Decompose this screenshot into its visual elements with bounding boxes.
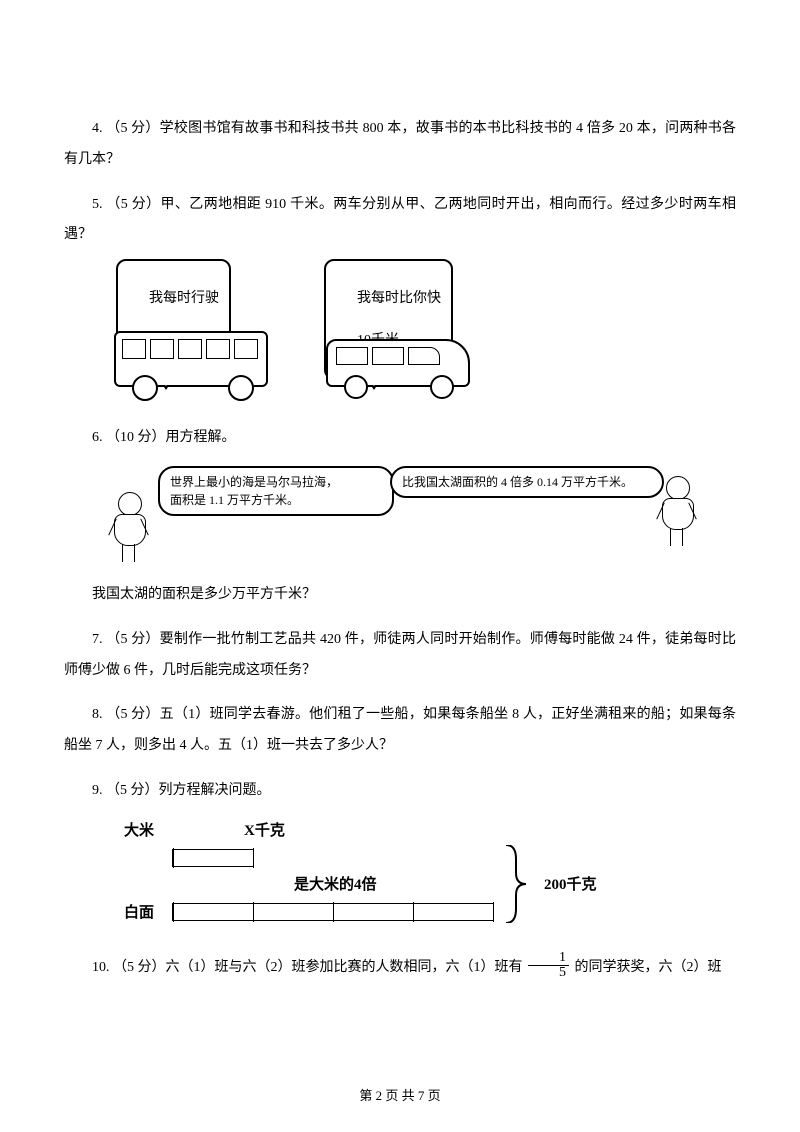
q4-text: 学校图书馆有故事书和科技书共 800 本，故事书的本书比科技书的 4 倍多 20… bbox=[64, 121, 736, 167]
rice-bar bbox=[172, 849, 254, 867]
question-7: 7. （5 分）要制作一批竹制工艺品共 420 件，师徒两人同时开始制作。师傅每… bbox=[64, 625, 736, 687]
q7-text: 要制作一批竹制工艺品共 420 件，师徒两人同时开始制作。师傅每时能做 24 件… bbox=[64, 632, 736, 678]
q10-prefix: 10. （5 分） bbox=[92, 960, 166, 975]
q5-prefix: 5. （5 分） bbox=[92, 197, 161, 212]
q8-prefix: 8. （5 分） bbox=[92, 707, 160, 722]
question-9: 9. （5 分）列方程解决问题。 bbox=[64, 776, 736, 807]
person-left-icon bbox=[104, 492, 154, 562]
question-8: 8. （5 分）五（1）班同学去春游。他们租了一些船，如果每条船坐 8 人，正好… bbox=[64, 700, 736, 762]
bus-wheel bbox=[132, 375, 158, 401]
q9-prefix: 9. （5 分） bbox=[92, 783, 159, 798]
total-label: 200千克 bbox=[544, 873, 597, 894]
brace-icon bbox=[502, 845, 532, 923]
q8-text: 五（1）班同学去春游。他们租了一些船，如果每条船坐 8 人，正好坐满租来的船；如… bbox=[64, 707, 736, 753]
van-wheel bbox=[344, 375, 368, 399]
q6-prefix: 6. （10 分） bbox=[92, 430, 166, 445]
q9-text: 列方程解决问题。 bbox=[159, 783, 271, 798]
bus-wheel bbox=[228, 375, 254, 401]
right-speech-bubble: 比我国太湖面积的 4 倍多 0.14 万平方千米。 bbox=[390, 466, 664, 498]
fraction-one-fifth: 15 bbox=[528, 951, 569, 980]
q6-left2: 面积是 1.1 万平方千米。 bbox=[170, 493, 299, 507]
rice-label: 大米 bbox=[124, 819, 154, 840]
page-content: 4. （5 分）学校图书馆有故事书和科技书共 800 本，故事书的本书比科技书的… bbox=[0, 0, 800, 1132]
q9-figure: X千克 大米 是大米的4倍 白面 200千克 bbox=[124, 819, 664, 939]
question-10: 10. （5 分）六（1）班与六（2）班参加比赛的人数相同，六（1）班有 15 … bbox=[64, 953, 736, 984]
bubble1-line1: 我每时行驶 bbox=[149, 291, 219, 306]
q6-text: 用方程解。 bbox=[166, 430, 236, 445]
q10-after: 的同学获奖，六（2）班 bbox=[571, 960, 722, 975]
q6-figure: 世界上最小的海是马尔马拉海， 面积是 1.1 万平方千米。 比我国太湖面积的 4… bbox=[104, 462, 704, 572]
q7-prefix: 7. （5 分） bbox=[92, 632, 160, 647]
left-speech-bubble: 世界上最小的海是马尔马拉海， 面积是 1.1 万平方千米。 bbox=[158, 466, 394, 516]
flour-label: 白面 bbox=[124, 901, 154, 922]
q10-before: 六（1）班与六（2）班参加比赛的人数相同，六（1）班有 bbox=[166, 960, 527, 975]
question-4: 4. （5 分）学校图书馆有故事书和科技书共 800 本，故事书的本书比科技书的… bbox=[64, 114, 736, 176]
q5-text: 甲、乙两地相距 910 千米。两车分别从甲、乙两地同时开出，相向而行。经过多少时… bbox=[64, 197, 736, 243]
q6-left1: 世界上最小的海是马尔马拉海， bbox=[170, 475, 338, 489]
fraction-numerator: 1 bbox=[528, 951, 569, 966]
q6-subquestion: 我国太湖的面积是多少万平方千米？ bbox=[64, 580, 736, 611]
page-footer: 第 2 页 共 7 页 bbox=[0, 1085, 800, 1104]
bubble2-line1: 我每时比你快 bbox=[357, 291, 441, 306]
q5-figure: 我每时行驶 60千米。 我每时比你快 10千米。 bbox=[104, 259, 564, 409]
question-6: 6. （10 分）用方程解。 bbox=[64, 423, 736, 454]
x-label: X千克 bbox=[244, 819, 285, 840]
times-label: 是大米的4倍 bbox=[294, 873, 377, 894]
q6-right1: 比我国太湖面积的 4 倍多 0.14 万平方千米。 bbox=[402, 475, 633, 489]
flour-bar bbox=[172, 903, 494, 921]
q4-prefix: 4. （5 分） bbox=[92, 121, 160, 136]
fraction-denominator: 5 bbox=[528, 966, 569, 980]
person-right-icon bbox=[652, 476, 702, 546]
van-wheel bbox=[430, 375, 454, 399]
question-5: 5. （5 分）甲、乙两地相距 910 千米。两车分别从甲、乙两地同时开出，相向… bbox=[64, 190, 736, 252]
